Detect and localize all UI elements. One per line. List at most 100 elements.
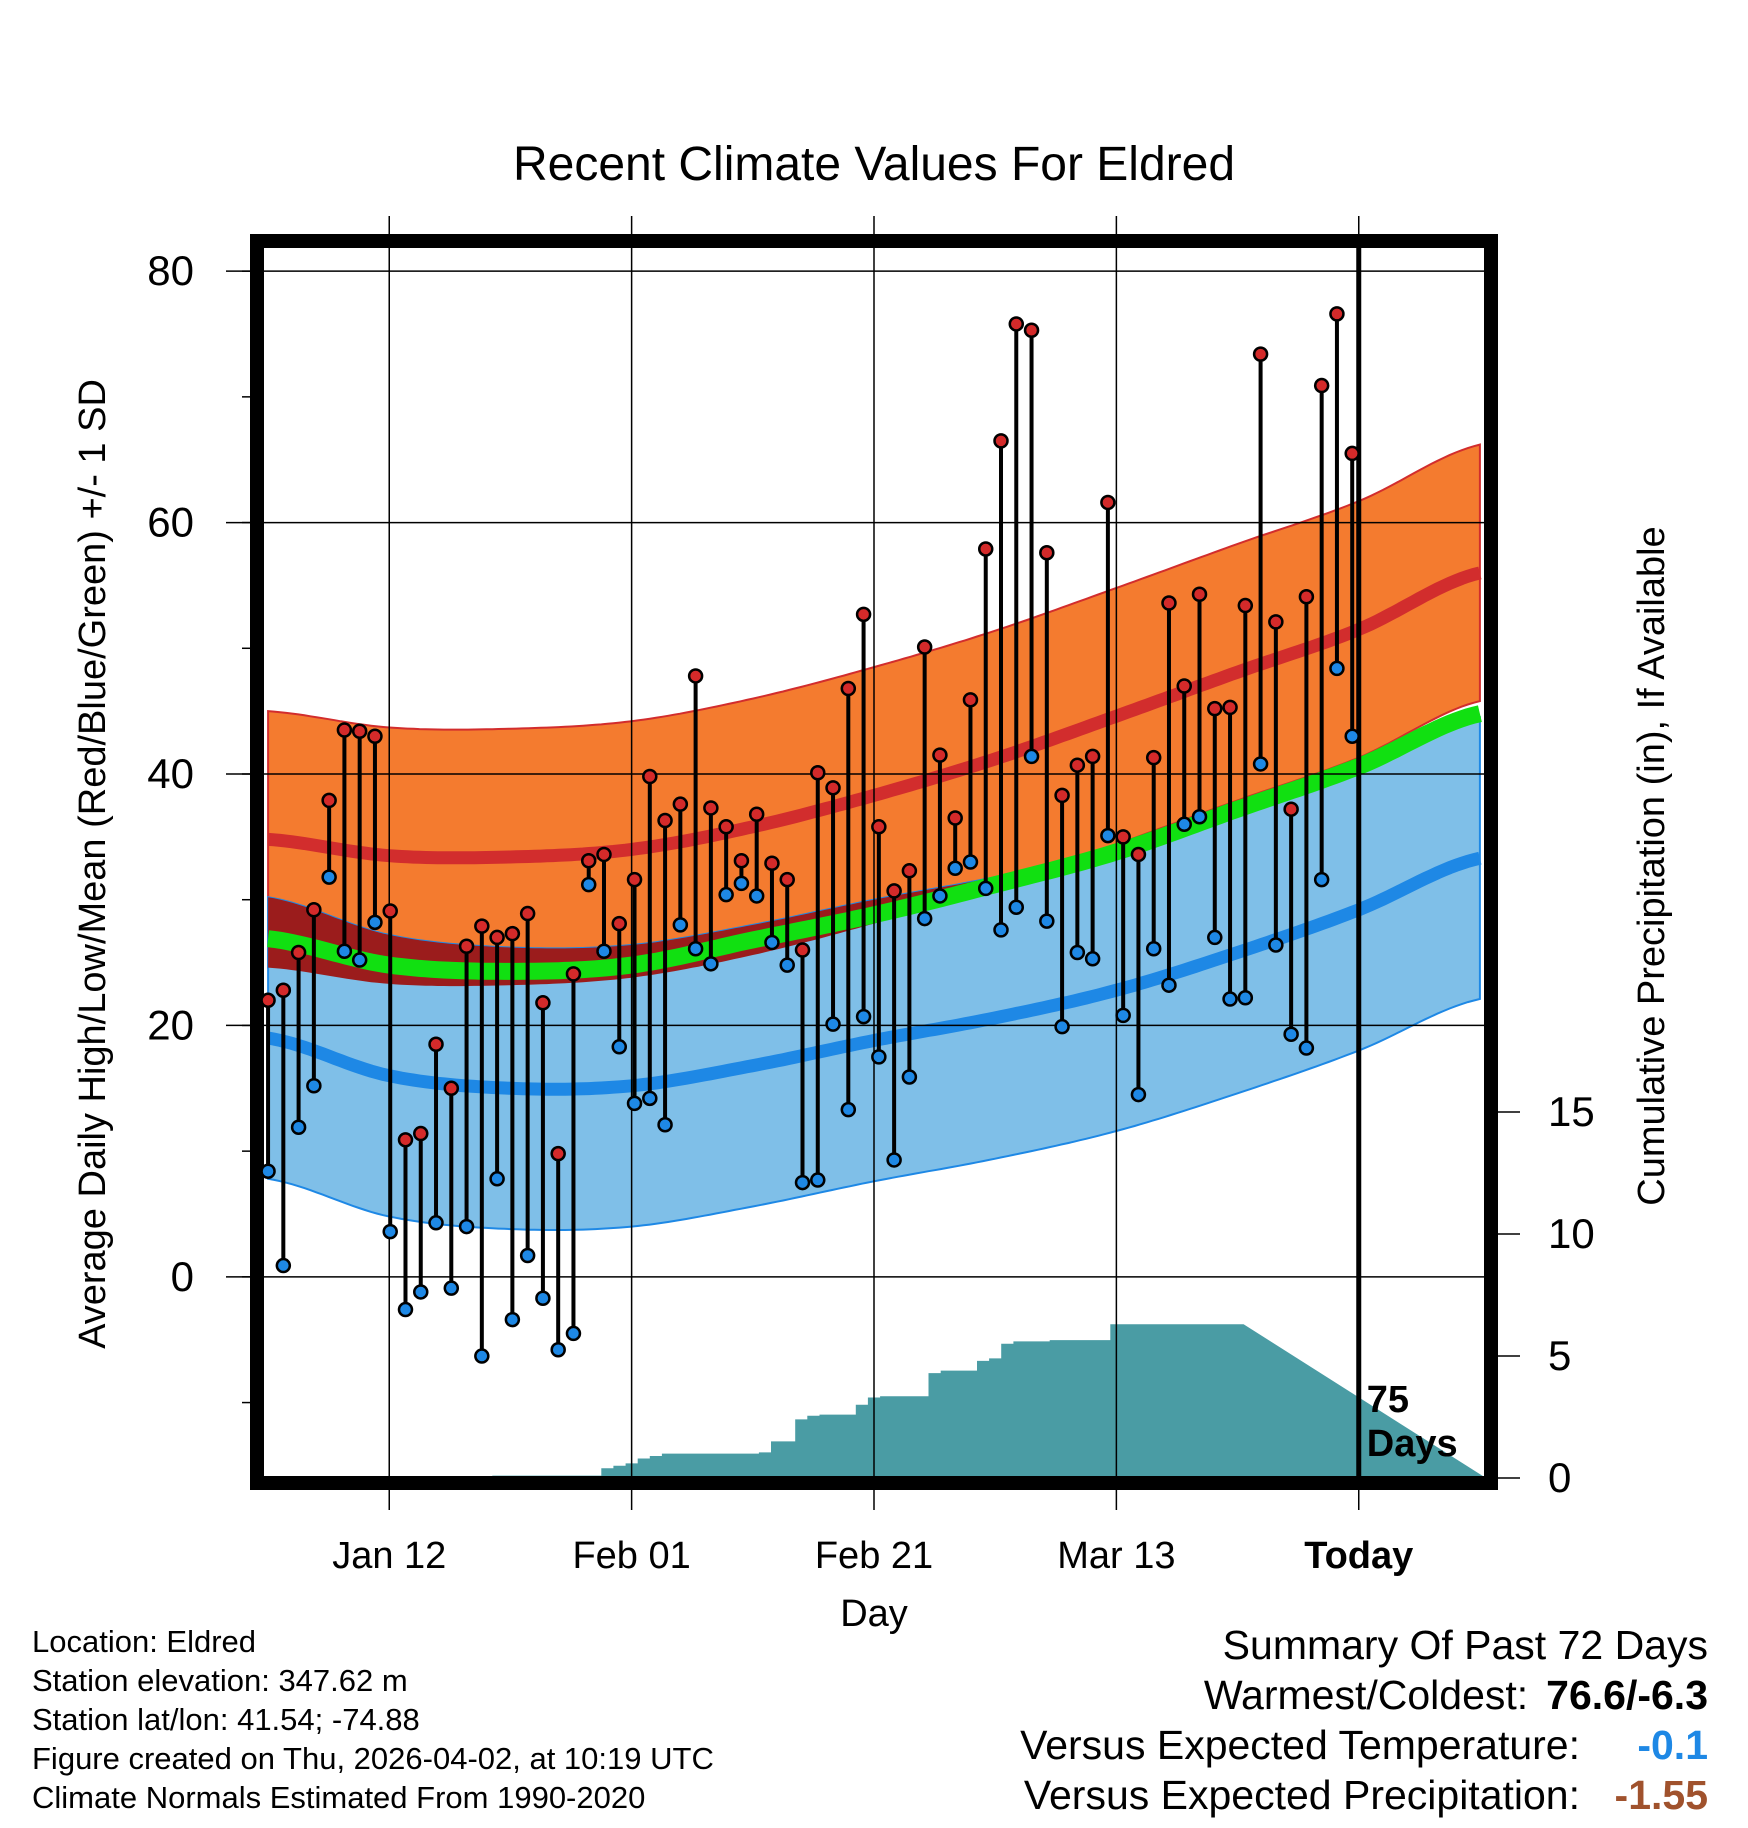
low-point	[916, 910, 933, 927]
high-point	[825, 780, 841, 796]
temp-row: Versus Expected Temperature: -0.1	[1020, 1720, 1708, 1770]
x-tick-label: Today	[1304, 1535, 1413, 1577]
high-point	[1161, 595, 1177, 611]
high-point	[1344, 445, 1360, 462]
high-point	[687, 668, 704, 684]
y-tick-label: 40	[147, 750, 194, 797]
high-point	[351, 723, 368, 740]
low-point	[642, 1090, 658, 1107]
high-point	[779, 871, 795, 888]
low-point	[489, 1171, 505, 1187]
x-tick-label: Jan 12	[332, 1535, 446, 1577]
high-point	[1237, 597, 1254, 614]
high-point	[1176, 678, 1192, 694]
high-point	[474, 918, 490, 934]
low-point	[321, 869, 337, 885]
high-point	[1283, 801, 1299, 817]
high-point	[367, 728, 383, 745]
high-point	[1130, 846, 1147, 863]
high-point	[443, 1080, 460, 1097]
low-point	[825, 1016, 841, 1032]
high-point	[1054, 787, 1070, 804]
high-point	[290, 944, 307, 961]
high-point	[1100, 494, 1116, 511]
today-days-label-unit: Days	[1367, 1423, 1458, 1465]
high-point	[1145, 749, 1162, 766]
high-point	[1069, 757, 1086, 773]
high-point	[1252, 346, 1269, 362]
y-tick-label: 0	[171, 1253, 194, 1300]
low-point	[1023, 748, 1040, 765]
low-point	[260, 1163, 276, 1180]
low-point	[687, 940, 704, 957]
plot-frame	[250, 234, 1498, 1490]
high-point	[260, 992, 276, 1009]
high-point	[535, 995, 551, 1011]
high-point	[275, 982, 292, 998]
high-point	[718, 819, 734, 835]
low-point	[1237, 990, 1254, 1006]
high-point	[458, 938, 475, 954]
summary-panel: Summary Of Past 72 Days Warmest/Coldest:…	[1020, 1620, 1708, 1820]
high-point	[1039, 544, 1055, 561]
right-tick-label: 5	[1548, 1332, 1571, 1379]
high-point	[1084, 748, 1101, 765]
low-point	[596, 943, 612, 960]
low-point	[626, 1095, 643, 1112]
low-point	[871, 1049, 887, 1065]
right-axis-title: Cumulative Precipitation (in), If Availa…	[1631, 526, 1673, 1205]
high-point	[1008, 316, 1025, 332]
low-point	[657, 1116, 673, 1133]
low-point	[1176, 816, 1192, 833]
high-point	[397, 1132, 414, 1148]
low-point	[886, 1152, 902, 1168]
low-point	[382, 1223, 398, 1240]
high-point	[321, 792, 337, 809]
high-point	[764, 855, 780, 872]
high-point	[916, 639, 933, 655]
high-point	[626, 871, 643, 888]
low-point	[306, 1078, 322, 1094]
high-point	[672, 796, 689, 812]
right-tick-label: 0	[1548, 1454, 1571, 1501]
chart-title: Recent Climate Values For Eldred	[513, 138, 1235, 191]
low-point	[413, 1284, 429, 1300]
high-point	[489, 929, 505, 946]
low-point	[1130, 1086, 1147, 1103]
low-point	[1115, 1007, 1131, 1024]
normals-text: Climate Normals Estimated From 1990-2020	[32, 1780, 646, 1815]
created-text: Figure created on Thu, 2026-04-02, at 10…	[32, 1741, 714, 1776]
low-point	[1344, 728, 1360, 745]
low-point	[367, 914, 383, 931]
high-point	[840, 680, 857, 697]
low-point	[1069, 944, 1086, 961]
low-point	[733, 875, 750, 892]
high-point	[428, 1036, 444, 1053]
low-point	[458, 1218, 475, 1235]
y-tick-label: 60	[147, 499, 194, 546]
y-axis-title: Average Daily High/Low/Mean (Red/Blue/Gr…	[72, 379, 114, 1349]
high-point	[871, 819, 887, 835]
high-point	[1191, 586, 1208, 602]
low-point	[779, 957, 795, 973]
high-point	[336, 722, 353, 738]
high-point	[993, 433, 1009, 449]
low-point	[1084, 951, 1101, 967]
high-point	[1207, 700, 1223, 717]
low-point	[611, 1039, 628, 1055]
low-point	[535, 1290, 551, 1306]
low-point	[1313, 871, 1330, 888]
high-point	[703, 800, 719, 816]
low-point	[474, 1348, 490, 1364]
high-point	[657, 812, 673, 829]
high-point	[1298, 588, 1315, 605]
low-point	[1283, 1026, 1299, 1042]
low-point	[977, 880, 994, 897]
precip-label: Versus Expected Precipitation:	[1023, 1772, 1580, 1818]
low-point	[290, 1119, 307, 1136]
high-point	[794, 942, 811, 958]
low-point	[336, 943, 353, 960]
high-point	[504, 925, 521, 942]
x-tick-label: Mar 13	[1057, 1535, 1175, 1577]
